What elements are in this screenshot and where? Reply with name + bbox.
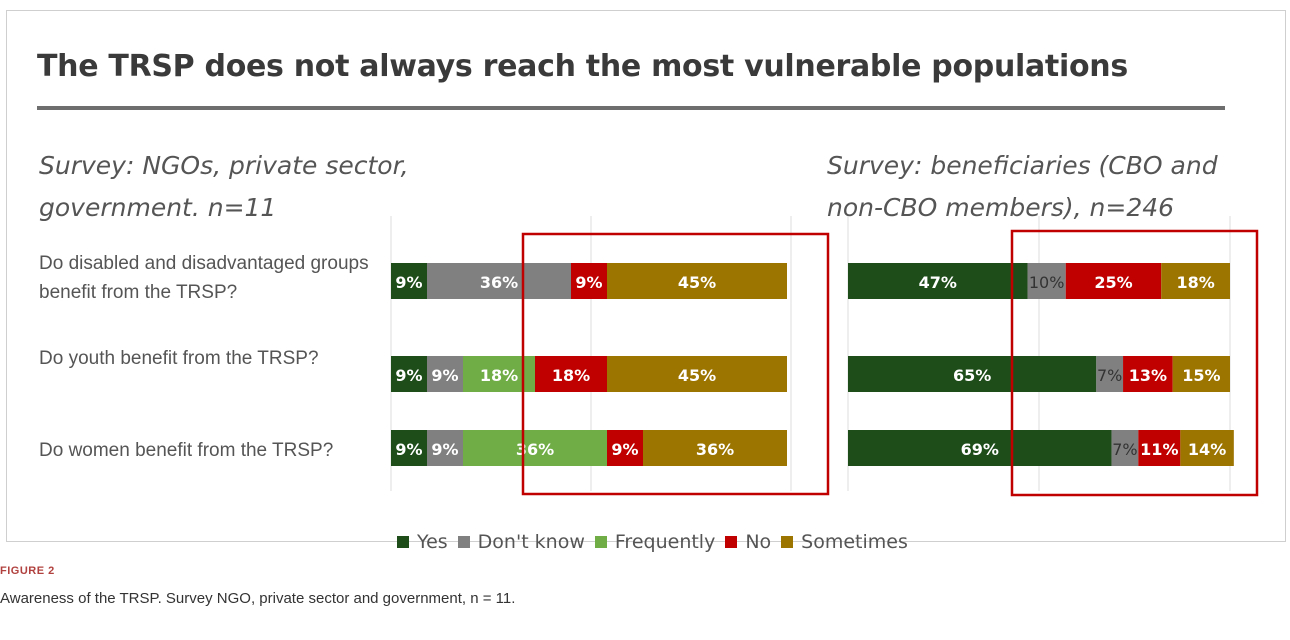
figure-caption: Awareness of the TRSP. Survey NGO, priva… [0,590,516,607]
ngo-bar-youth-don-t-know [427,356,463,392]
ngo-data-label-women-sometimes: 36% [696,440,734,459]
ngo-data-label-youth-no: 18% [552,366,590,385]
ngo-bar-youth-no [535,356,607,392]
beneficiary-data-label-youth-don-t-know: 7% [1097,366,1122,385]
ngo-bar-women-don-t-know [427,430,463,466]
figure-label: FIGURE 2 [0,565,55,577]
legend: Yes Don't know Frequently No Sometimes [397,531,918,553]
beneficiary-data-label-disabled-sometimes: 18% [1176,273,1214,292]
beneficiary-bar-youth-sometimes [1172,356,1230,392]
beneficiary-bar-youth-don-t-know [1096,356,1124,392]
beneficiary-data-label-disabled-no: 25% [1094,273,1132,292]
beneficiary-data-label-women-yes: 69% [961,440,999,459]
ngo-data-label-youth-yes: 9% [395,366,422,385]
legend-label-don-t-know: Don't know [477,531,585,553]
ngo-data-label-disabled-don-t-know: 36% [480,273,518,292]
ngo-bar-youth-yes [391,356,427,392]
legend-label-yes: Yes [417,531,448,553]
ngo-bar-disabled-no [571,263,607,299]
beneficiary-bar-women-don-t-know [1111,430,1139,466]
ngo-data-label-women-no: 9% [611,440,638,459]
ngo-data-label-disabled-yes: 9% [395,273,422,292]
ngo-bar-women-no [607,430,643,466]
legend-item-frequently: Frequently [594,531,716,553]
ngo-data-label-disabled-sometimes: 45% [678,273,716,292]
beneficiary-bar-disabled-don-t-know [1027,263,1066,299]
ngo-bar-youth-sometimes [607,356,787,392]
legend-label-sometimes: Sometimes [801,531,908,553]
beneficiary-data-label-youth-no: 13% [1129,366,1167,385]
stacked-bar-charts: 9% 36% 9% 45% 9% 9% 18% 18% 45% 9% 9% 36% 9% 36% 47% 10… [390,216,1259,497]
beneficiary-data-label-women-don-t-know: 7% [1112,440,1137,459]
beneficiary-data-label-disabled-don-t-know: 10% [1029,273,1065,292]
chart-title: The TRSP does not always reach the most … [37,49,1128,84]
ngo-bar-women-yes [391,430,427,466]
beneficiary-data-label-women-no: 11% [1140,440,1178,459]
right-survey-subtitle: Survey: beneficiaries (CBO and non-CBO m… [827,151,1218,222]
beneficiary-bar-women-yes [848,430,1112,466]
ngo-highlight-box [521,232,830,496]
ngo-data-label-women-yes: 9% [395,440,422,459]
beneficiary-bar-youth-no [1123,356,1173,392]
beneficiary-bar-women-no [1138,430,1181,466]
legend-item-don-t-know: Don't know [457,531,585,553]
question-label-women: Do women benefit from the TRSP? [39,440,334,461]
legend-label-no: No [745,531,772,553]
legend-swatch-sometimes [781,536,794,548]
ngo-data-label-youth-don-t-know: 9% [431,366,458,385]
ngo-bar-disabled-yes [391,263,427,299]
legend-swatch-yes [397,536,409,548]
legend-swatch-no [725,536,738,548]
legend-item-sometimes: Sometimes [781,531,908,553]
left-survey-subtitle: Survey: NGOs, private sector, government… [39,151,409,222]
legend-label-frequently: Frequently [614,531,716,553]
title-underline [37,106,1225,110]
ngo-bar-women-sometimes [643,430,787,466]
legend-swatch-don-t-know [457,536,470,548]
beneficiary-bar-disabled-yes [848,263,1028,299]
ngo-data-label-youth-frequently: 18% [480,366,518,385]
legend-swatch-frequently [594,536,607,548]
beneficiary-data-label-youth-yes: 65% [953,366,991,385]
beneficiary-data-label-disabled-yes: 47% [919,273,957,292]
ngo-bar-women-frequently [463,430,607,466]
ngo-data-label-disabled-no: 9% [575,273,602,292]
beneficiary-bar-disabled-no [1065,263,1162,299]
ngo-data-label-women-don-t-know: 9% [431,440,458,459]
legend-item-no: No [725,531,771,553]
legend-item-yes: Yes [397,531,448,553]
ngo-bar-disabled-don-t-know [427,263,571,299]
beneficiary-bar-disabled-sometimes [1161,263,1230,299]
beneficiary-data-label-women-sometimes: 14% [1188,440,1226,459]
ngo-data-label-youth-sometimes: 45% [678,366,716,385]
ngo-bar-disabled-sometimes [607,263,787,299]
beneficiary-bar-women-sometimes [1180,430,1234,466]
question-label-youth: Do youth benefit from the TRSP? [39,348,319,369]
beneficiary-highlight-box [1010,229,1259,497]
beneficiary-bar-youth-yes [848,356,1097,392]
figure-panel: The TRSP does not always reach the most … [6,10,1286,553]
question-label-disabled: Do disabled and disadvantaged groups ben… [39,253,369,303]
beneficiary-data-label-youth-sometimes: 15% [1182,366,1220,385]
ngo-data-label-women-frequently: 36% [516,440,554,459]
